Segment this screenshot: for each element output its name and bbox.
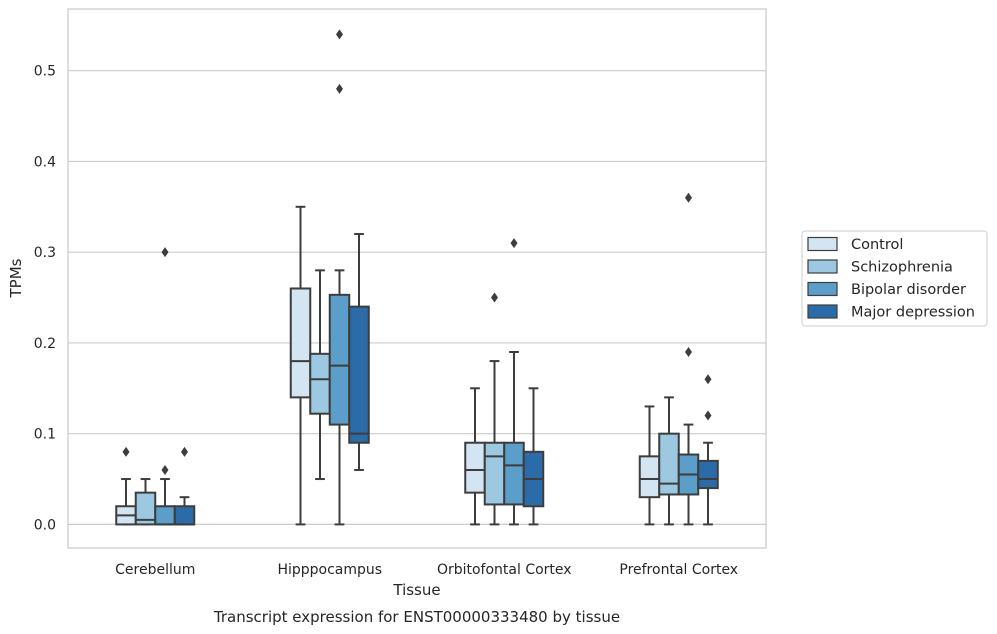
x-axis-ticks: Cerebellum Hipppocampus Orbitofontal Corte… (115, 562, 738, 578)
outlier-point (704, 374, 712, 385)
y-tick-label: 0.1 (34, 427, 56, 443)
chart-caption: Transcript expression for ENST0000033348… (213, 608, 620, 626)
outlier-point (685, 347, 692, 357)
x-tick-label: Prefrontal Cortex (619, 562, 738, 578)
legend-swatch (807, 304, 838, 319)
box (154, 247, 176, 526)
box-body (697, 459, 719, 490)
x-tick-label: Hipppocampus (277, 562, 382, 578)
outlier-point (685, 192, 692, 203)
box (483, 292, 506, 526)
box-series (115, 29, 719, 526)
legend-label: Major depression (851, 305, 975, 321)
outlier-point (336, 29, 343, 40)
outlier-point (704, 410, 712, 421)
outlier-point (161, 247, 169, 258)
outlier-point (122, 446, 130, 457)
box (697, 374, 719, 526)
x-tick-label: Orbitofontal Cortex (437, 562, 572, 578)
legend-frame (801, 230, 988, 327)
legend: Control Schizophrenia Bipolar disorder Majo… (801, 230, 988, 327)
box (464, 387, 486, 526)
box-body (173, 505, 196, 526)
outlier-point (161, 464, 169, 475)
x-tick-label: Cerebellum (115, 562, 195, 578)
legend-label: Bipolar disorder (851, 282, 966, 298)
box (173, 446, 196, 526)
box-body (289, 287, 312, 399)
x-axis-label: Tissue (392, 581, 440, 599)
legend-swatch (807, 259, 838, 274)
legend-label: Control (851, 237, 903, 253)
outlier-point (181, 446, 188, 457)
box-body (154, 505, 176, 526)
series-control (115, 205, 661, 526)
box (638, 405, 661, 526)
plot-frame (67, 8, 767, 549)
box-body (638, 455, 661, 499)
y-tick-label: 0.2 (34, 336, 56, 352)
box-body (503, 441, 525, 506)
box (289, 205, 312, 526)
outlier-point (510, 238, 518, 249)
series-major-depression (173, 233, 719, 526)
box-body (348, 305, 370, 444)
legend-swatch (807, 281, 838, 297)
y-tick-label: 0.5 (34, 64, 56, 80)
box-body (464, 441, 486, 494)
box-body (309, 352, 331, 415)
y-tick-label: 0.0 (34, 517, 56, 533)
box-body (483, 441, 506, 506)
series-schizophrenia (134, 269, 680, 526)
y-axis-label: TPMs (7, 258, 25, 298)
box (328, 29, 351, 526)
legend-swatch (807, 236, 838, 252)
legend-label: Schizophrenia (851, 260, 953, 276)
box-body (658, 432, 680, 496)
box (115, 446, 137, 526)
outlier-point (491, 292, 498, 303)
y-tick-label: 0.4 (34, 154, 56, 170)
box (522, 387, 545, 526)
box-body (328, 293, 351, 426)
y-axis-ticks: 0.0 0.1 0.2 0.3 0.4 0.5 (34, 64, 56, 534)
box (309, 269, 331, 481)
box (348, 233, 370, 471)
y-tick-label: 0.3 (34, 245, 56, 261)
outlier-point (336, 83, 343, 94)
